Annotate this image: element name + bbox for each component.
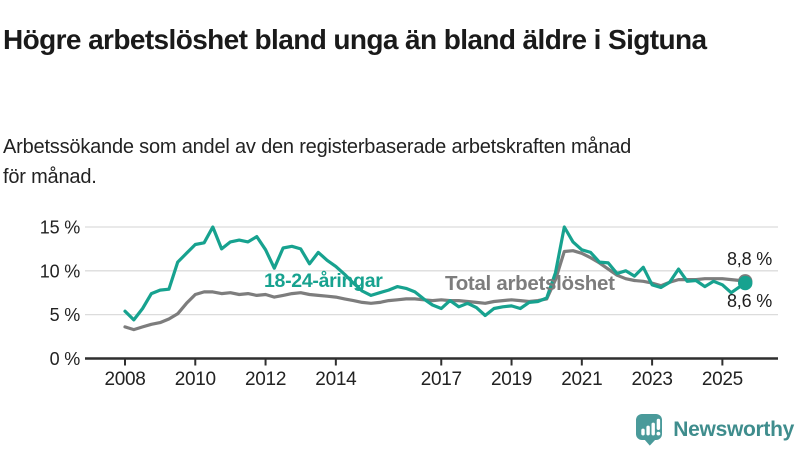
chart-subtitle: Arbetssökande som andel av den registerb…	[3, 136, 632, 188]
series-line-total-arbetslöshet	[123, 249, 747, 332]
y-axis-label-5: 5 %	[50, 305, 81, 325]
newsworthy-logo: Newsworthy	[635, 413, 794, 446]
series-label-total-arbetslöshet: Total arbetslöshet	[445, 272, 615, 295]
y-axis-label-15: 15 %	[40, 217, 80, 237]
x-axis-label-2012: 2012	[245, 369, 286, 390]
newsworthy-bubble-chart-icon	[636, 414, 663, 446]
series-label-18-24-åringar: 18-24-åringar	[264, 269, 383, 292]
end-value-label-1: 8,6 %	[727, 291, 772, 311]
series-line-18-24-åringar	[123, 225, 747, 322]
y-axis-label-10: 10 %	[40, 261, 80, 281]
x-axis-label-2014: 2014	[315, 369, 357, 390]
unemployment-line-chart: 0 % 5 % 10 % 15 % 2008 2010 2012 2014 2017 2019 20…	[40, 217, 778, 390]
x-axis-label-2008: 2008	[104, 369, 145, 390]
x-axis-label-2023: 2023	[632, 369, 673, 390]
end-value-label-0: 8,8 %	[727, 249, 772, 269]
page-title: Högre arbetslöshet bland unga än bland ä…	[3, 23, 707, 55]
end-dot-18-24-åringar	[738, 275, 753, 291]
y-axis-label-0: 0 %	[50, 349, 81, 369]
x-axis-label-2010: 2010	[175, 369, 216, 390]
x-axis-label-2021: 2021	[561, 369, 602, 390]
newsworthy-logo-text: Newsworthy	[673, 417, 794, 441]
x-axis-label-2025: 2025	[702, 369, 743, 390]
x-axis-label-2019: 2019	[491, 369, 532, 390]
x-axis-label-2017: 2017	[421, 369, 462, 390]
